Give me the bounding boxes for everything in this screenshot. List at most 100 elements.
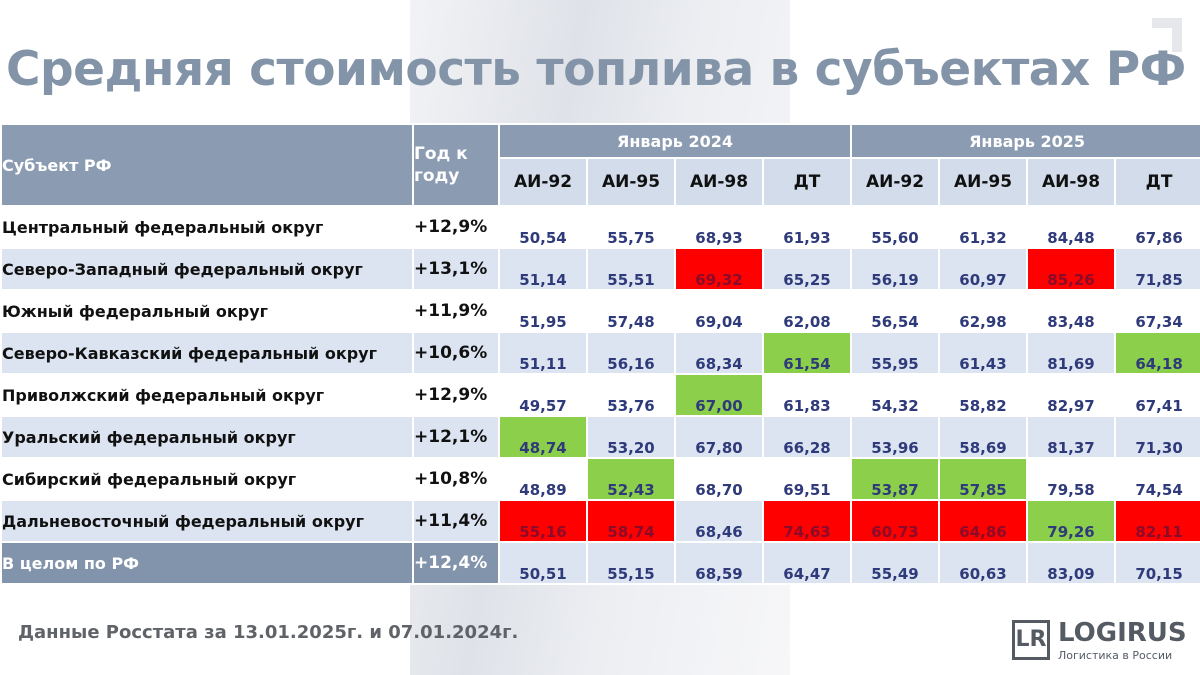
price-cell: 62,98: [938, 289, 1029, 333]
price-cell: 52,43: [586, 457, 676, 501]
yoy-change: +11,4%: [412, 499, 500, 543]
price-cell: 58,82: [938, 373, 1029, 417]
price-cell: 81,69: [1026, 331, 1117, 375]
yoy-change: +10,6%: [412, 331, 500, 375]
price-cell: 56,16: [586, 331, 676, 375]
price-cell: 50,51: [498, 541, 588, 585]
price-cell: 71,85: [1114, 247, 1200, 291]
price-cell: 83,48: [1026, 289, 1117, 333]
price-cell: 60,63: [938, 541, 1029, 585]
price-cell: 50,54: [498, 205, 588, 249]
price-cell: 65,25: [761, 247, 853, 291]
price-cell: 68,93: [674, 205, 764, 249]
price-cell: 60,73: [850, 499, 941, 543]
region-name: Приволжский федеральный округ: [0, 373, 414, 417]
price-cell: 67,34: [1114, 289, 1200, 333]
fuel-header-2024-3: ДТ: [761, 157, 853, 207]
table-row: Северо-Западный федеральный округ +13,1% 5…: [0, 247, 1200, 291]
fuel-header-2025-2: АИ-98: [1026, 157, 1117, 207]
price-cell: 49,57: [498, 373, 588, 417]
price-cell: 56,54: [850, 289, 941, 333]
price-cell: 53,87: [850, 457, 941, 501]
corner-bracket-icon: [1152, 18, 1182, 52]
price-cell: 55,15: [586, 541, 676, 585]
group-header-2025: Январь 2025: [850, 123, 1200, 159]
price-cell: 55,51: [586, 247, 676, 291]
price-cell: 56,19: [850, 247, 941, 291]
price-cell: 67,80: [674, 415, 764, 459]
price-cell: 79,26: [1026, 499, 1117, 543]
price-cell: 55,49: [850, 541, 941, 585]
yoy-change: +11,9%: [412, 289, 500, 333]
price-cell: 67,00: [674, 373, 764, 417]
price-cell: 58,74: [586, 499, 676, 543]
price-cell: 57,85: [938, 457, 1029, 501]
price-cell: 51,95: [498, 289, 588, 333]
price-cell: 62,08: [761, 289, 853, 333]
price-cell: 61,54: [761, 331, 853, 375]
logo-tagline: Логистика в России: [1058, 649, 1173, 662]
region-name: Центральный федеральный округ: [0, 205, 414, 249]
price-cell: 85,26: [1026, 247, 1117, 291]
price-cell: 83,09: [1026, 541, 1117, 585]
source-note: Данные Росстата за 13.01.2025г. и 07.01.…: [18, 622, 519, 643]
price-cell: 55,75: [586, 205, 676, 249]
header-row-fuels: АИ-92 АИ-95 АИ-98 ДТ АИ-92 АИ-95 АИ-98 ДТ: [1, 157, 1200, 207]
price-cell: 71,30: [1114, 415, 1200, 459]
price-cell: 74,54: [1114, 457, 1200, 501]
price-cell: 53,20: [586, 415, 676, 459]
region-name: Сибирский федеральный округ: [0, 457, 414, 501]
price-cell: 81,37: [1026, 415, 1117, 459]
price-cell: 61,83: [761, 373, 853, 417]
table-row: Дальневосточный федеральный округ +11,4% 5…: [0, 499, 1200, 543]
region-name: Северо-Западный федеральный округ: [0, 247, 414, 291]
table-total-row: В целом по РФ +12,4% 50,51 55,15 68,59 64,47 5…: [0, 541, 1200, 585]
logo-name: LOGIRUS: [1058, 618, 1187, 648]
price-cell: 68,70: [674, 457, 764, 501]
region-name: Уральский федеральный округ: [0, 415, 414, 459]
region-name: Северо-Кавказский федеральный округ: [0, 331, 414, 375]
yoy-change: +10,8%: [412, 457, 500, 501]
price-cell: 60,97: [938, 247, 1029, 291]
header-row-groups: Субъект РФ Год к году Январь 2024 Январь…: [0, 123, 1200, 207]
fuel-header-2024-1: АИ-95: [586, 157, 676, 207]
table-row: Северо-Кавказский федеральный округ +10,6…: [0, 331, 1200, 375]
yoy-change: +13,1%: [412, 247, 500, 291]
yoy-change: +12,9%: [412, 373, 500, 417]
price-cell: 79,58: [1026, 457, 1117, 501]
logo-mark: LR: [1012, 620, 1050, 660]
slide-title: Средняя стоимость топлива в субъектах РФ: [6, 42, 1186, 97]
yoy-change: +12,1%: [412, 415, 500, 459]
price-cell: 64,86: [938, 499, 1029, 543]
price-cell: 54,32: [850, 373, 941, 417]
fuel-header-2024-0: АИ-92: [498, 157, 588, 207]
price-cell: 55,16: [498, 499, 588, 543]
price-cell: 53,76: [586, 373, 676, 417]
price-cell: 48,74: [498, 415, 588, 459]
logirus-logo: LR LOGIRUS Логистика в России: [1012, 618, 1196, 664]
fuel-header-2025-1: АИ-95: [938, 157, 1029, 207]
fuel-header-2025-0: АИ-92: [850, 157, 941, 207]
table-row: Уральский федеральный округ +12,1% 48,74 53…: [0, 415, 1200, 459]
table-row: Сибирский федеральный округ +10,8% 48,89 52…: [0, 457, 1200, 501]
price-cell: 55,60: [850, 205, 941, 249]
price-cell: 61,93: [761, 205, 853, 249]
price-cell: 69,04: [674, 289, 764, 333]
price-cell: 61,43: [938, 331, 1029, 375]
region-name: В целом по РФ: [0, 541, 414, 585]
table-row: Центральный федеральный округ +12,9% 50,54…: [0, 205, 1200, 249]
price-cell: 70,15: [1114, 541, 1200, 585]
price-cell: 53,96: [850, 415, 941, 459]
yoy-change: +12,9%: [412, 205, 500, 249]
price-cell: 58,69: [938, 415, 1029, 459]
fuel-price-table: Субъект РФ Год к году Январь 2024 Январь…: [0, 123, 1200, 585]
price-cell: 51,11: [498, 331, 588, 375]
price-cell: 69,32: [674, 247, 764, 291]
price-cell: 67,86: [1114, 205, 1200, 249]
table-row: Приволжский федеральный округ +12,9% 49,57…: [0, 373, 1200, 417]
price-cell: 51,14: [498, 247, 588, 291]
table-row: Южный федеральный округ +11,9% 51,95 57,48 6…: [0, 289, 1200, 333]
yoy-change: +12,4%: [412, 541, 500, 585]
price-cell: 48,89: [498, 457, 588, 501]
price-cell: 82,11: [1114, 499, 1200, 543]
